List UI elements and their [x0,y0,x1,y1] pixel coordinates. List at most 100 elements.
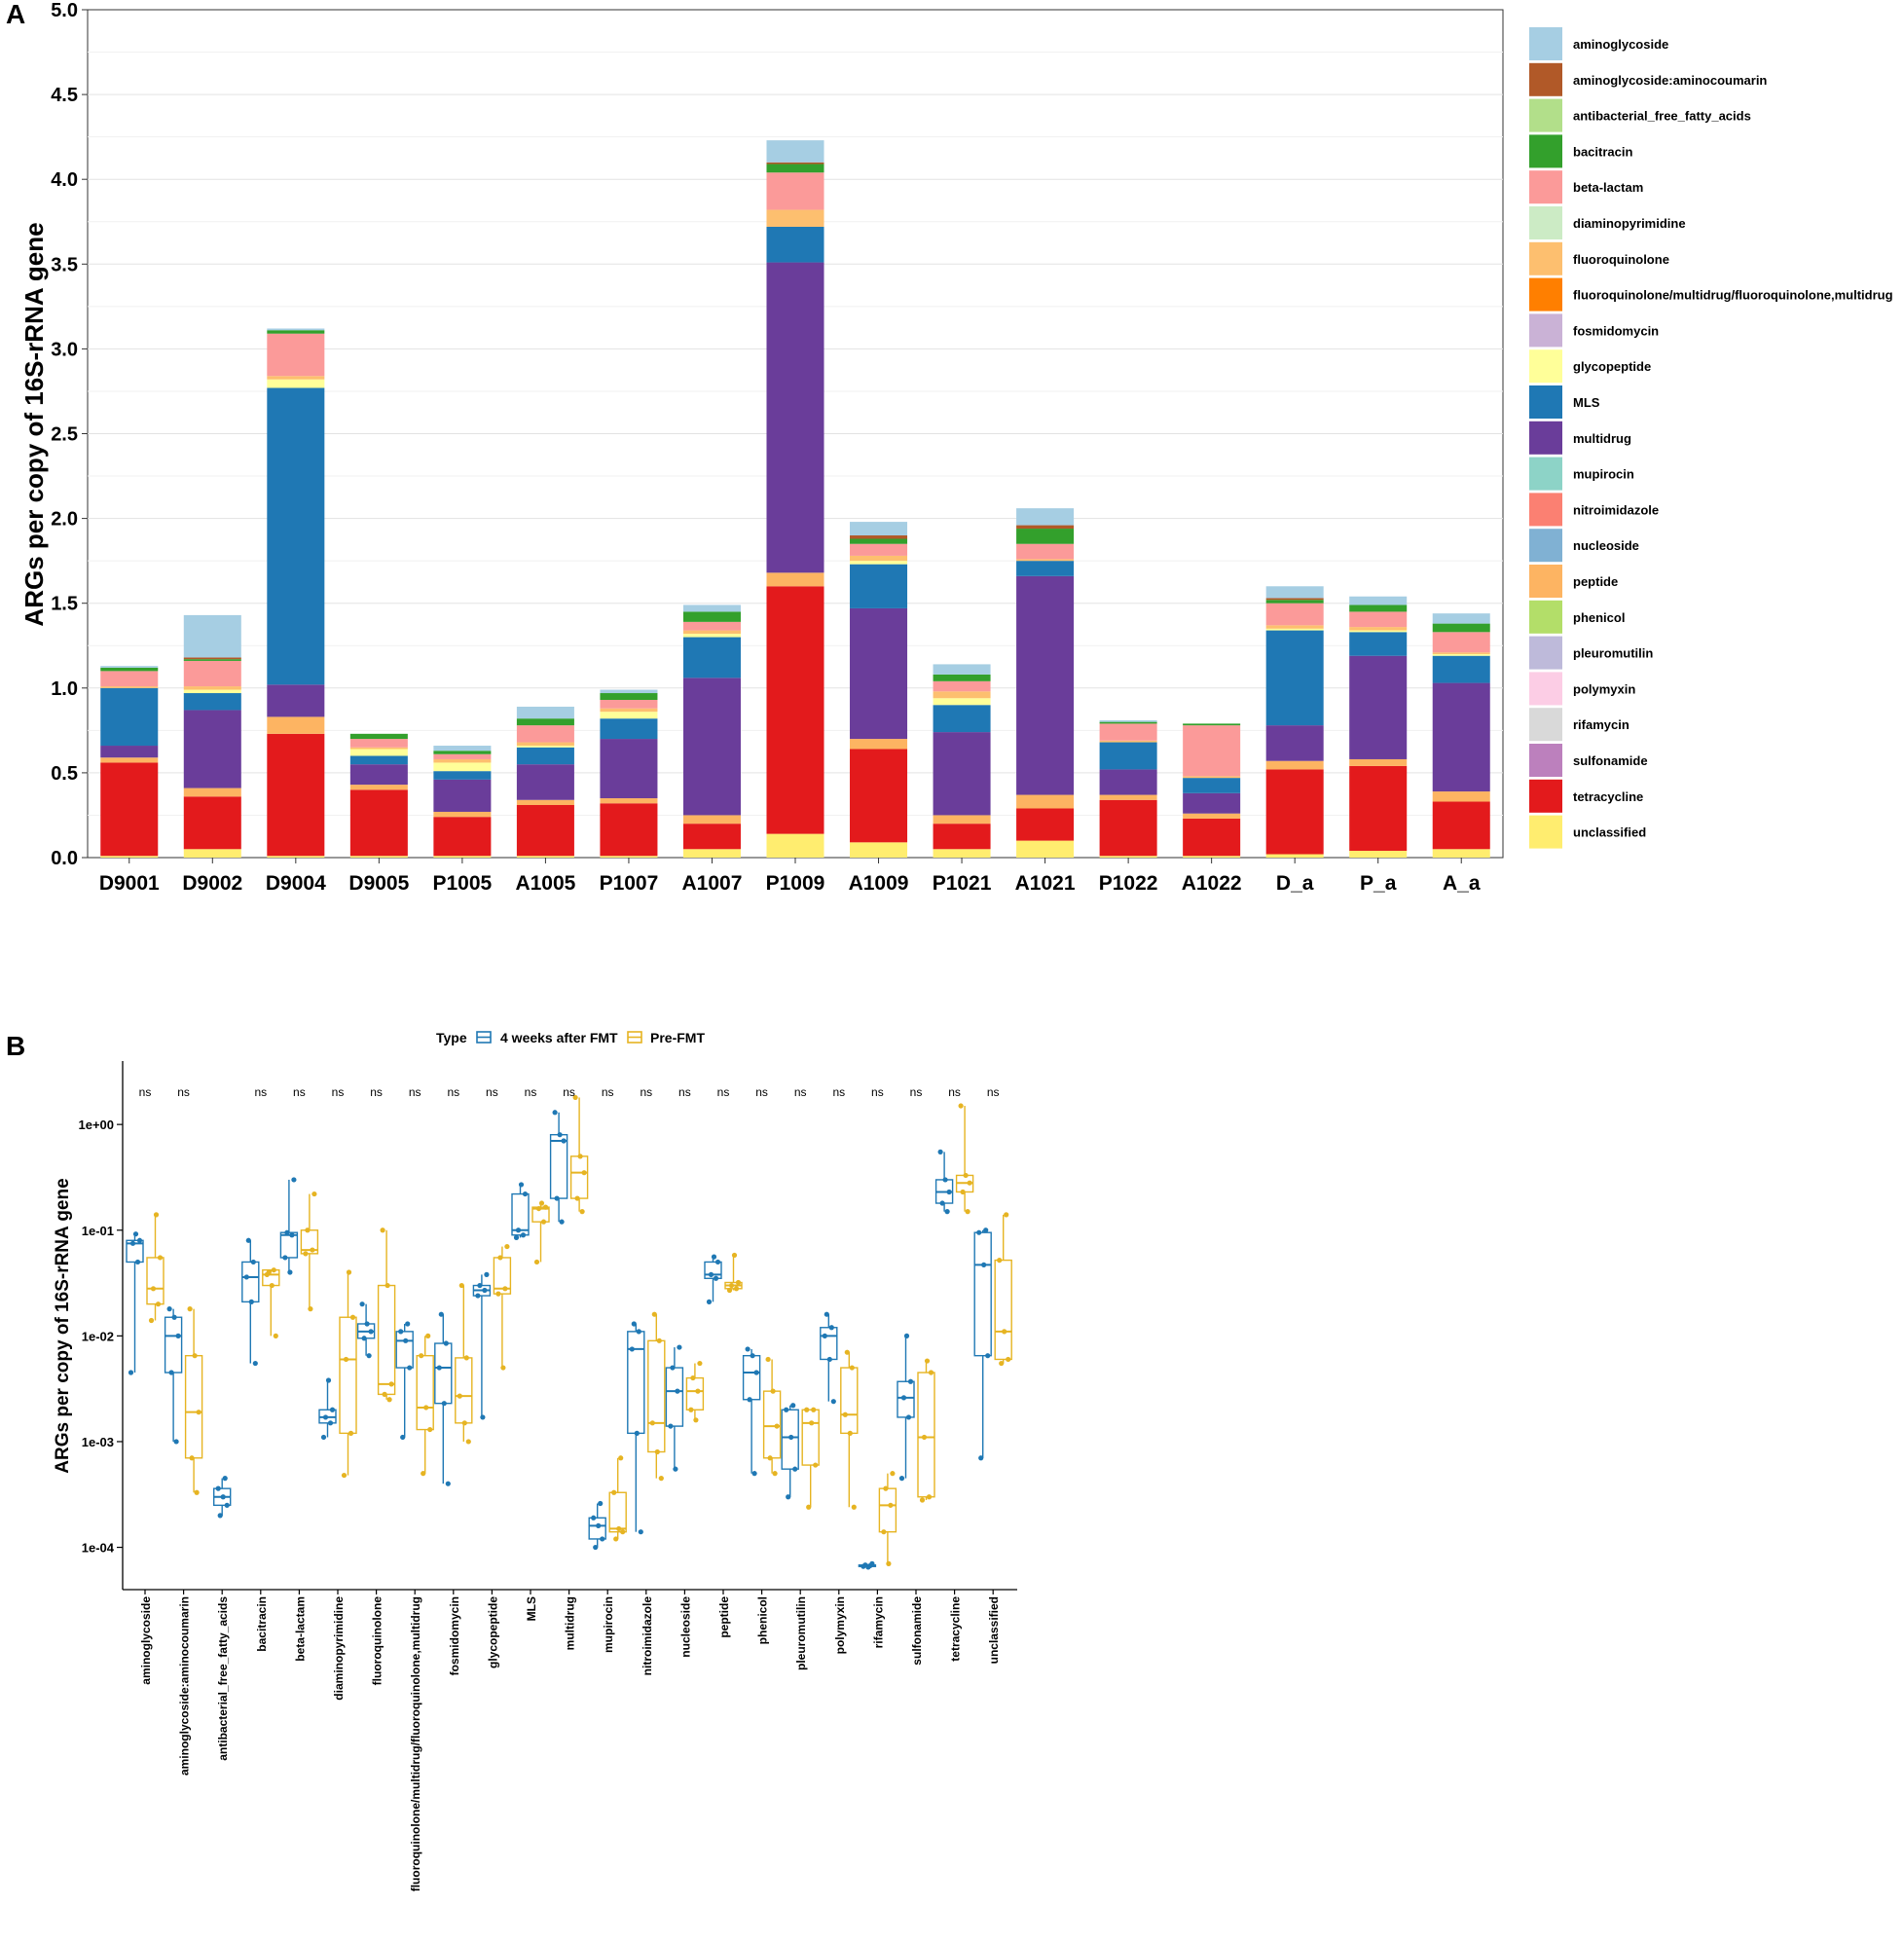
data-point [189,1455,195,1461]
data-point [881,1529,887,1535]
bar-segment-bacitracin [183,659,241,661]
data-point [751,1471,757,1477]
legend-swatch [1529,385,1562,419]
x-tick-label: phenicol [756,1596,770,1644]
data-point [792,1466,798,1472]
bar-segment-aminoglycoside [933,664,991,675]
data-point [441,1401,447,1407]
data-point [824,1311,829,1317]
data-point [963,1172,969,1179]
y-tick-label: 0.0 [51,848,78,869]
bar-segment-tetracycline [183,796,241,850]
data-point [886,1560,892,1566]
x-tick-label: bacitracin [255,1596,269,1652]
data-point [327,1420,334,1426]
box-after [241,1237,260,1367]
bar-segment-multidrug [1349,655,1408,759]
data-point [577,1154,583,1159]
legend-label: fosmidomycin [1573,323,1659,338]
data-point [999,1360,1005,1367]
box-after [858,1560,877,1570]
x-tick-label: A1007 [682,872,743,895]
data-point [842,1411,848,1417]
box-pre [647,1311,666,1482]
bar-segment-multidrug [349,764,408,786]
data-point [443,1340,449,1346]
x-tick-label: P1009 [766,872,825,895]
bar-segment-mls [1183,778,1241,793]
data-point [291,1177,297,1183]
panel-b-boxes [126,1094,1012,1570]
bar-segment-unclassified [433,856,492,858]
data-point [465,1439,471,1445]
data-point [341,1472,348,1479]
x-tick-label: antibacterial_free_fatty_acids [216,1596,230,1761]
data-point [153,1212,160,1218]
data-point [924,1358,931,1364]
x-tick-label: diaminopyrimidine [332,1596,346,1701]
data-point [809,1420,815,1426]
bar-segment-multidrug [850,607,908,740]
bar-segment-peptide [850,739,908,750]
data-point [731,1252,738,1259]
data-point [504,1243,510,1250]
bar-segment-tetracycline [766,586,824,834]
data-point [289,1232,295,1238]
data-point [311,1191,317,1197]
data-point [554,1195,560,1201]
legend-swatch [1529,529,1562,563]
bar-segment-multidrug [1432,682,1490,792]
x-tick-label: A1022 [1182,872,1242,895]
bar-segment-glycopeptide [1349,630,1408,633]
panel-b-legend: Type 4 weeks after FMT Pre-FMT [436,1030,705,1045]
data-point [552,1110,558,1116]
legend-label: nitroimidazole [1573,502,1659,517]
box-iqr [973,1231,992,1357]
data-point [157,1255,164,1261]
x-tick-label: A1009 [849,872,909,895]
bar-segment-bacitracin [1183,723,1241,726]
box-after [588,1500,606,1551]
box-iqr [994,1259,1012,1361]
data-point [484,1271,490,1277]
data-point [322,1414,329,1420]
data-point [303,1251,309,1257]
data-point [596,1522,602,1528]
data-point [942,1177,948,1183]
data-point [310,1247,315,1253]
bar-segment-beta-lactam [183,660,241,687]
legend-swatch [1529,636,1562,670]
data-point [194,1489,200,1495]
x-tick-label: aminoglycoside [139,1596,153,1685]
data-point [128,1370,134,1375]
legend-swatch [1529,313,1562,348]
bar-segment-multidrug [766,262,824,573]
data-point [618,1455,624,1461]
bar-segment-peptide [516,799,574,805]
bar-segment-mls [100,687,159,747]
bar-segment-multidrug [1016,575,1075,795]
data-point [907,1378,914,1384]
bar-segment-unclassified [766,833,824,858]
bar-segment-aminoglycoside [516,706,574,719]
significance-label: ns [139,1085,152,1099]
data-point [695,1388,701,1394]
box-iqr [146,1257,165,1305]
data-point [346,1269,352,1275]
data-point [706,1299,713,1304]
data-point [767,1455,773,1461]
bar-segment-glycopeptide [433,762,492,772]
data-point [965,1209,970,1215]
box-after [820,1311,838,1405]
legend-label: bacitracin [1573,144,1632,159]
bar-segment-tetracycline [1432,801,1490,850]
data-point [981,1262,987,1267]
bar-segment-beta-lactam [1432,632,1490,653]
bar-segment-multidrug [682,678,741,816]
box-pre [917,1358,935,1503]
data-point [598,1500,604,1507]
y-tick-label: 1e-03 [82,1435,114,1449]
bar-segment-glycopeptide [682,634,741,638]
data-point [175,1333,181,1338]
legend-label: multidrug [1573,431,1631,446]
